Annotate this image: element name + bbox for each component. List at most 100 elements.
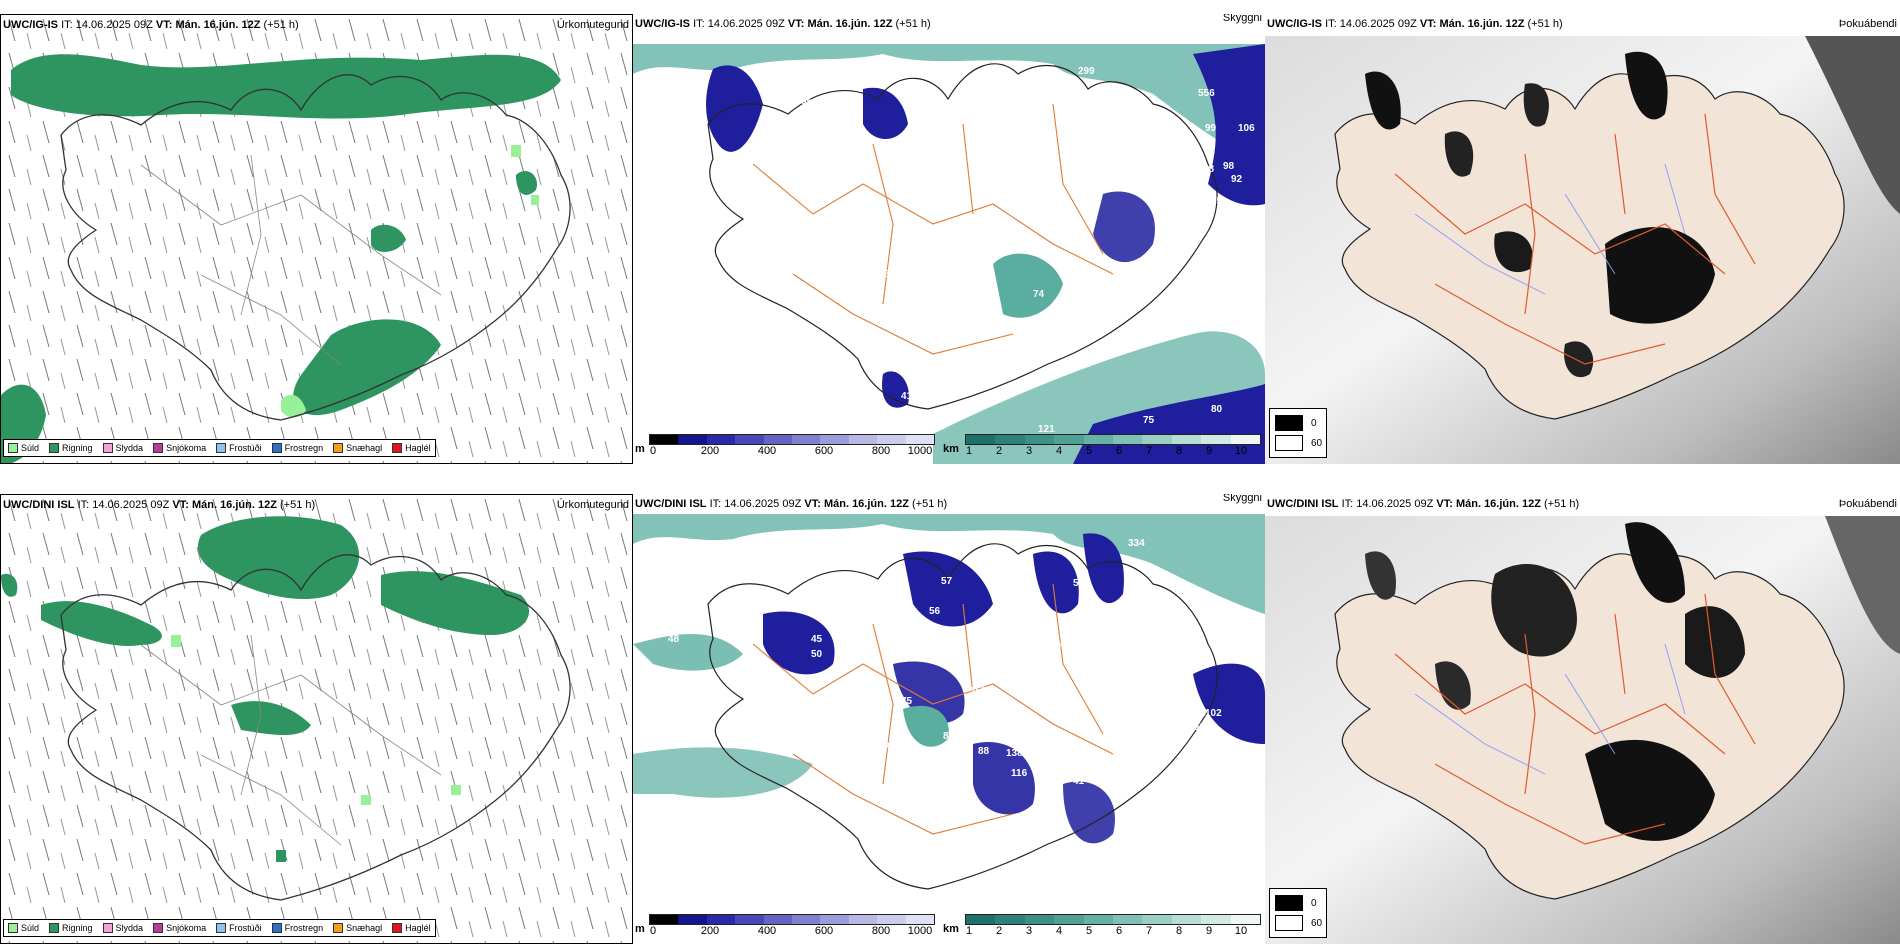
visibility-map: 48 58 60 45 50 62 57 56 63 46 61 59 54 5… bbox=[633, 514, 1265, 890]
colorbar-tick: 200 bbox=[700, 445, 720, 457]
visibility-label: 88 bbox=[1203, 164, 1215, 175]
visibility-colorbar: km 1 2 3 4 5 6 7 8 9 10 bbox=[943, 434, 1261, 460]
visibility-label: 98 bbox=[1223, 161, 1235, 172]
legend-item: Rigning bbox=[49, 443, 93, 453]
legend-swatch bbox=[271, 923, 282, 933]
visibility-colorbar-bar bbox=[965, 434, 1261, 445]
visibility-label: 84 bbox=[978, 98, 990, 109]
panel-title: UWC/DINI ISL IT: 14.06.2025 09Z VT: Mán.… bbox=[635, 498, 948, 510]
legend-item: Haglél bbox=[392, 923, 431, 933]
visibility-label: 59 bbox=[1073, 578, 1085, 589]
colorbar-tick: 1 bbox=[965, 925, 973, 937]
legend-swatch bbox=[216, 923, 227, 933]
visibility-label: 105 bbox=[873, 269, 890, 280]
legend-item: Snæhagl bbox=[333, 923, 382, 933]
visibility-label: 88 bbox=[978, 746, 990, 757]
visibility-label: 334 bbox=[1128, 538, 1145, 549]
fog-legend-item: 60 bbox=[1275, 915, 1322, 931]
legend-item: Haglél bbox=[392, 443, 431, 453]
visibility-label: 110 bbox=[1045, 641, 1062, 652]
visibility-label: 104 bbox=[991, 318, 1008, 329]
precip-map bbox=[1, 15, 632, 463]
legend-swatch bbox=[333, 443, 344, 453]
colorbar-tick: 800 bbox=[871, 925, 891, 937]
colorbar-unit: m bbox=[635, 443, 645, 455]
visibility-label: 215 bbox=[1043, 768, 1060, 779]
legend-swatch bbox=[392, 923, 403, 933]
visibility-label: 60 bbox=[783, 598, 795, 609]
visibility-labels: 48 58 60 45 50 62 57 56 63 46 61 59 54 5… bbox=[668, 538, 1230, 811]
visibility-colorbar: km 1 2 3 4 5 6 7 8 9 10 bbox=[943, 914, 1261, 940]
visibility-label: 56 bbox=[929, 606, 941, 617]
colorbar-tick: 5 bbox=[1085, 925, 1093, 937]
visibility-label: 70 bbox=[1095, 289, 1107, 300]
field-name: Skyggni bbox=[1222, 14, 1262, 24]
colorbar-tick: 4 bbox=[1055, 445, 1063, 457]
visibility-label: 52 bbox=[993, 734, 1005, 745]
colorbar-tick: 6 bbox=[1115, 445, 1123, 457]
legend-swatch bbox=[333, 923, 344, 933]
legend-swatch bbox=[49, 923, 60, 933]
legend-swatch bbox=[216, 443, 227, 453]
visibility-label: 62 bbox=[895, 616, 907, 627]
visibility-label: 92 bbox=[1231, 174, 1243, 185]
visibility-label: 41 bbox=[1073, 776, 1085, 787]
visibility-label: 102 bbox=[1205, 708, 1222, 719]
legend-item: Rigning bbox=[49, 923, 93, 933]
legend-swatch bbox=[102, 443, 113, 453]
precip-panel-bottom: UWC/DINI ISL IT: 14.06.2025 09Z VT: Mán.… bbox=[0, 494, 633, 944]
precip-type-legend: Súld Rigning Slydda Snjókoma Frostúði Fr… bbox=[3, 439, 436, 457]
fog-map bbox=[1265, 516, 1900, 944]
colorbar-tick: 8 bbox=[1175, 445, 1183, 457]
legend-item: Snjókoma bbox=[153, 923, 206, 933]
fog-map bbox=[1265, 36, 1900, 464]
field-name: Úrkomutegund bbox=[556, 19, 629, 31]
colorbar-tick: 600 bbox=[814, 925, 834, 937]
cloud-base-colorbar: m 0 200 400 600 800 1000 bbox=[635, 914, 935, 940]
colorbar-tick: 3 bbox=[1025, 925, 1033, 937]
precip-map bbox=[1, 495, 632, 943]
colorbar-unit: km bbox=[943, 923, 959, 935]
colorbar-tick: 4 bbox=[1055, 925, 1063, 937]
panel-title: UWC/IG-IS IT: 14.06.2025 09Z VT: Mán. 16… bbox=[3, 19, 299, 31]
legend-swatch bbox=[153, 443, 164, 453]
visibility-label: 98 bbox=[1113, 741, 1125, 752]
legend-item: Frostregn bbox=[271, 443, 323, 453]
legend-item: Slydda bbox=[102, 443, 143, 453]
visibility-label: 99 bbox=[1205, 123, 1217, 134]
field-name: Skyggni bbox=[1222, 494, 1262, 504]
field-name: Þokuábendi bbox=[1838, 18, 1897, 30]
visibility-label: 61 bbox=[781, 154, 793, 165]
visibility-label: 78 bbox=[765, 94, 777, 105]
visibility-label: 106 bbox=[1188, 722, 1205, 733]
colorbar-tick: 3 bbox=[1025, 445, 1033, 457]
visibility-label: 107 bbox=[1015, 734, 1032, 745]
visibility-colorbar-bar bbox=[965, 914, 1261, 925]
fog-legend-swatch bbox=[1275, 895, 1303, 911]
visibility-label: 75 bbox=[1211, 196, 1223, 207]
colorbar-tick: 200 bbox=[700, 925, 720, 937]
visibility-label: 70 bbox=[778, 76, 790, 87]
visibility-label: 45 bbox=[811, 634, 823, 645]
colorbar-tick: 0 bbox=[649, 925, 657, 937]
legend-item: Frostúði bbox=[216, 923, 262, 933]
visibility-label: 61 bbox=[1025, 598, 1037, 609]
precip-panel-top: UWC/IG-IS IT: 14.06.2025 09Z VT: Mán. 16… bbox=[0, 14, 633, 464]
colorbar-tick: 1000 bbox=[907, 925, 933, 937]
legend-item: Frostregn bbox=[271, 923, 323, 933]
colorbar-tick: 400 bbox=[757, 925, 777, 937]
visibility-label: 45 bbox=[1045, 800, 1057, 811]
cloud-base-colorbar-bar bbox=[649, 434, 935, 445]
visibility-label: 75 bbox=[763, 66, 775, 77]
colorbar-tick: 1 bbox=[965, 445, 973, 457]
colorbar-tick: 7 bbox=[1145, 925, 1153, 937]
visibility-label: 356 bbox=[1073, 283, 1090, 294]
panel-title: UWC/IG-IS IT: 14.06.2025 09Z VT: Mán. 16… bbox=[635, 18, 931, 30]
visibility-label: 41 bbox=[901, 391, 913, 402]
cloud-base-colorbar: m 0 200 400 600 800 1000 bbox=[635, 434, 935, 460]
colorbar-tick: 2 bbox=[995, 445, 1003, 457]
visibility-label: 121 bbox=[1038, 424, 1055, 435]
visibility-label: 116 bbox=[1011, 768, 1028, 779]
panel-title: UWC/IG-IS IT: 14.06.2025 09Z VT: Mán. 16… bbox=[1267, 18, 1563, 30]
cloud-panel-top: UWC/IG-IS IT: 14.06.2025 09Z VT: Mán. 16… bbox=[633, 14, 1265, 464]
